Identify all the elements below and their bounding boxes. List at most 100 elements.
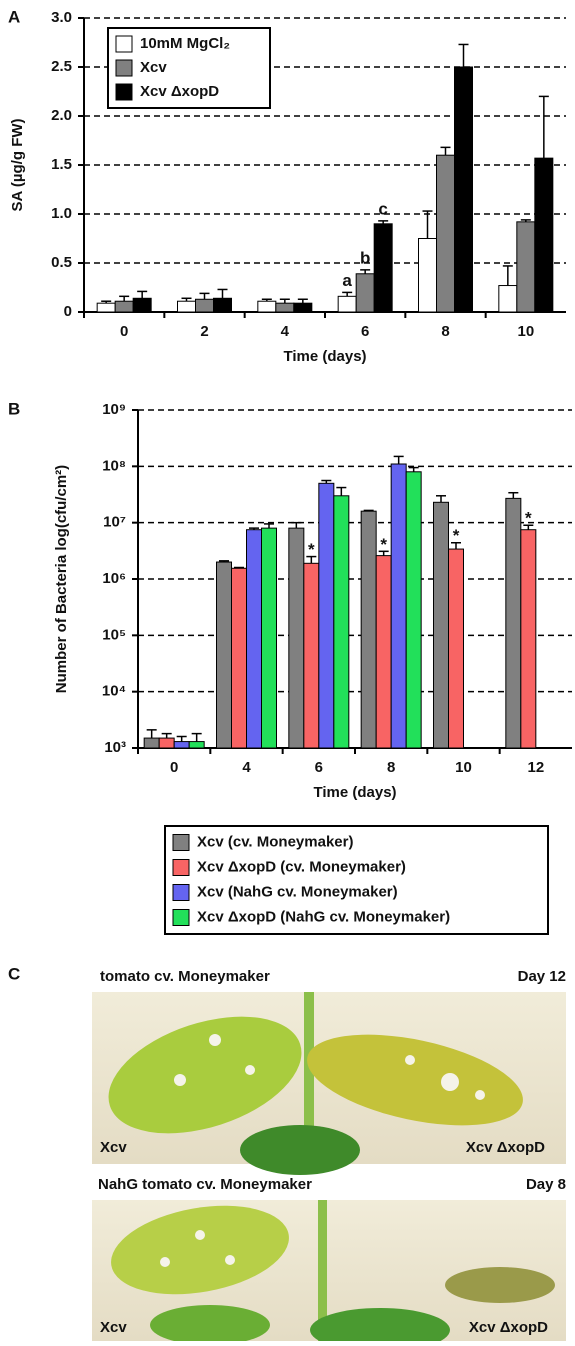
y-tick-label: 10⁵: [102, 626, 126, 643]
y-tick-label: 3.0: [51, 9, 72, 26]
bar: [96, 302, 116, 313]
photo-day: Day 8: [526, 1176, 566, 1193]
x-axis-label: Time (days): [313, 784, 396, 801]
bar: [188, 741, 205, 749]
legend-swatch: [172, 884, 190, 901]
y-tick-label: 10³: [104, 739, 126, 756]
panel-letter: B: [8, 399, 20, 418]
y-tick-label: 2.5: [51, 58, 72, 75]
bar: [516, 221, 536, 313]
annotation: *: [308, 540, 315, 559]
bar: [436, 154, 455, 313]
bar: [390, 463, 407, 749]
bar: [355, 273, 375, 313]
x-tick-label: 10: [455, 759, 472, 776]
legend-label: Xcv (cv. Moneymaker): [197, 833, 353, 850]
annotation: c: [378, 199, 387, 218]
bar: [177, 300, 196, 313]
y-tick-label: 10⁷: [103, 514, 126, 531]
bar: [498, 285, 518, 313]
y-tick-label: 0.5: [51, 254, 72, 271]
photo-label: Xcv ΔxopD: [466, 1139, 545, 1156]
photo: [92, 1200, 566, 1346]
photo-day: Day 12: [518, 968, 566, 985]
photo-label: Xcv: [100, 1319, 127, 1336]
legend-box: [164, 825, 549, 935]
bar: [213, 297, 232, 313]
bar: [303, 562, 320, 749]
legend-label: Xcv ΔxopD (NahG cv. Moneymaker): [197, 908, 450, 925]
legend-label: Xcv: [140, 59, 167, 76]
bar: [195, 298, 214, 313]
bar: [158, 737, 175, 749]
annotation: *: [453, 526, 460, 545]
bar: [505, 497, 522, 749]
x-tick-label: 10: [517, 323, 534, 340]
panel-letter: C: [8, 964, 20, 983]
legend-swatch: [115, 83, 133, 101]
photo-label: Xcv: [100, 1139, 127, 1156]
y-axis-label: Number of Bacteria log(cfu/cm²): [53, 465, 70, 693]
bar: [261, 527, 277, 749]
y-tick-label: 10⁶: [102, 570, 126, 587]
y-tick-label: 10⁸: [102, 457, 126, 474]
legend-swatch: [172, 859, 190, 876]
annotation: b: [360, 248, 370, 267]
bar: [433, 501, 449, 749]
bar: [337, 295, 357, 313]
photo-title: NahG tomato cv. Moneymaker: [98, 1176, 312, 1193]
y-tick-label: 10⁹: [102, 401, 126, 418]
x-tick-label: 6: [361, 323, 369, 340]
bar: [288, 527, 305, 749]
bar: [375, 555, 392, 749]
x-axis-label: Time (days): [283, 348, 366, 365]
annotation: a: [342, 271, 352, 290]
annotation: *: [525, 509, 532, 528]
bar: [520, 529, 537, 749]
x-tick-label: 12: [527, 759, 544, 776]
legend-label: 10mM MgCl₂: [140, 35, 230, 52]
legend-swatch: [115, 35, 133, 53]
x-tick-label: 2: [200, 323, 208, 340]
legend-label: Xcv (NahG cv. Moneymaker): [197, 883, 398, 900]
bar: [216, 561, 232, 749]
bar: [275, 302, 295, 313]
bar: [534, 157, 554, 313]
bar: [231, 567, 247, 749]
bar: [173, 741, 190, 749]
bar: [318, 482, 335, 749]
bar: [293, 302, 313, 313]
bar: [143, 737, 160, 749]
x-tick-label: 4: [242, 759, 251, 776]
bar: [132, 297, 152, 313]
y-tick-label: 10⁴: [102, 683, 126, 700]
bar: [418, 238, 437, 313]
panel-letter: A: [8, 7, 20, 26]
bar: [257, 300, 277, 313]
x-tick-label: 8: [387, 759, 395, 776]
legend-swatch: [172, 834, 190, 851]
y-tick-label: 1.0: [51, 205, 72, 222]
legend-swatch: [172, 909, 190, 926]
bar: [360, 510, 377, 749]
x-tick-label: 0: [120, 323, 128, 340]
photo-title: tomato cv. Moneymaker: [100, 968, 270, 985]
bar: [405, 471, 422, 749]
photo: [92, 992, 566, 1175]
bar: [454, 66, 473, 313]
annotation: *: [380, 535, 387, 554]
legend-label: Xcv ΔxopD (cv. Moneymaker): [197, 858, 406, 875]
bar: [373, 223, 393, 313]
y-axis-label: SA (µg/g FW): [9, 118, 26, 211]
x-tick-label: 4: [281, 323, 290, 340]
legend-swatch: [115, 59, 133, 77]
bar: [448, 548, 464, 749]
y-tick-label: 2.0: [51, 107, 72, 124]
legend-label: Xcv ΔxopD: [140, 83, 219, 100]
bar: [333, 495, 350, 749]
y-tick-label: 1.5: [51, 156, 72, 173]
bar: [114, 300, 134, 313]
legend-box: [107, 27, 271, 109]
photo-label: Xcv ΔxopD: [469, 1319, 548, 1336]
